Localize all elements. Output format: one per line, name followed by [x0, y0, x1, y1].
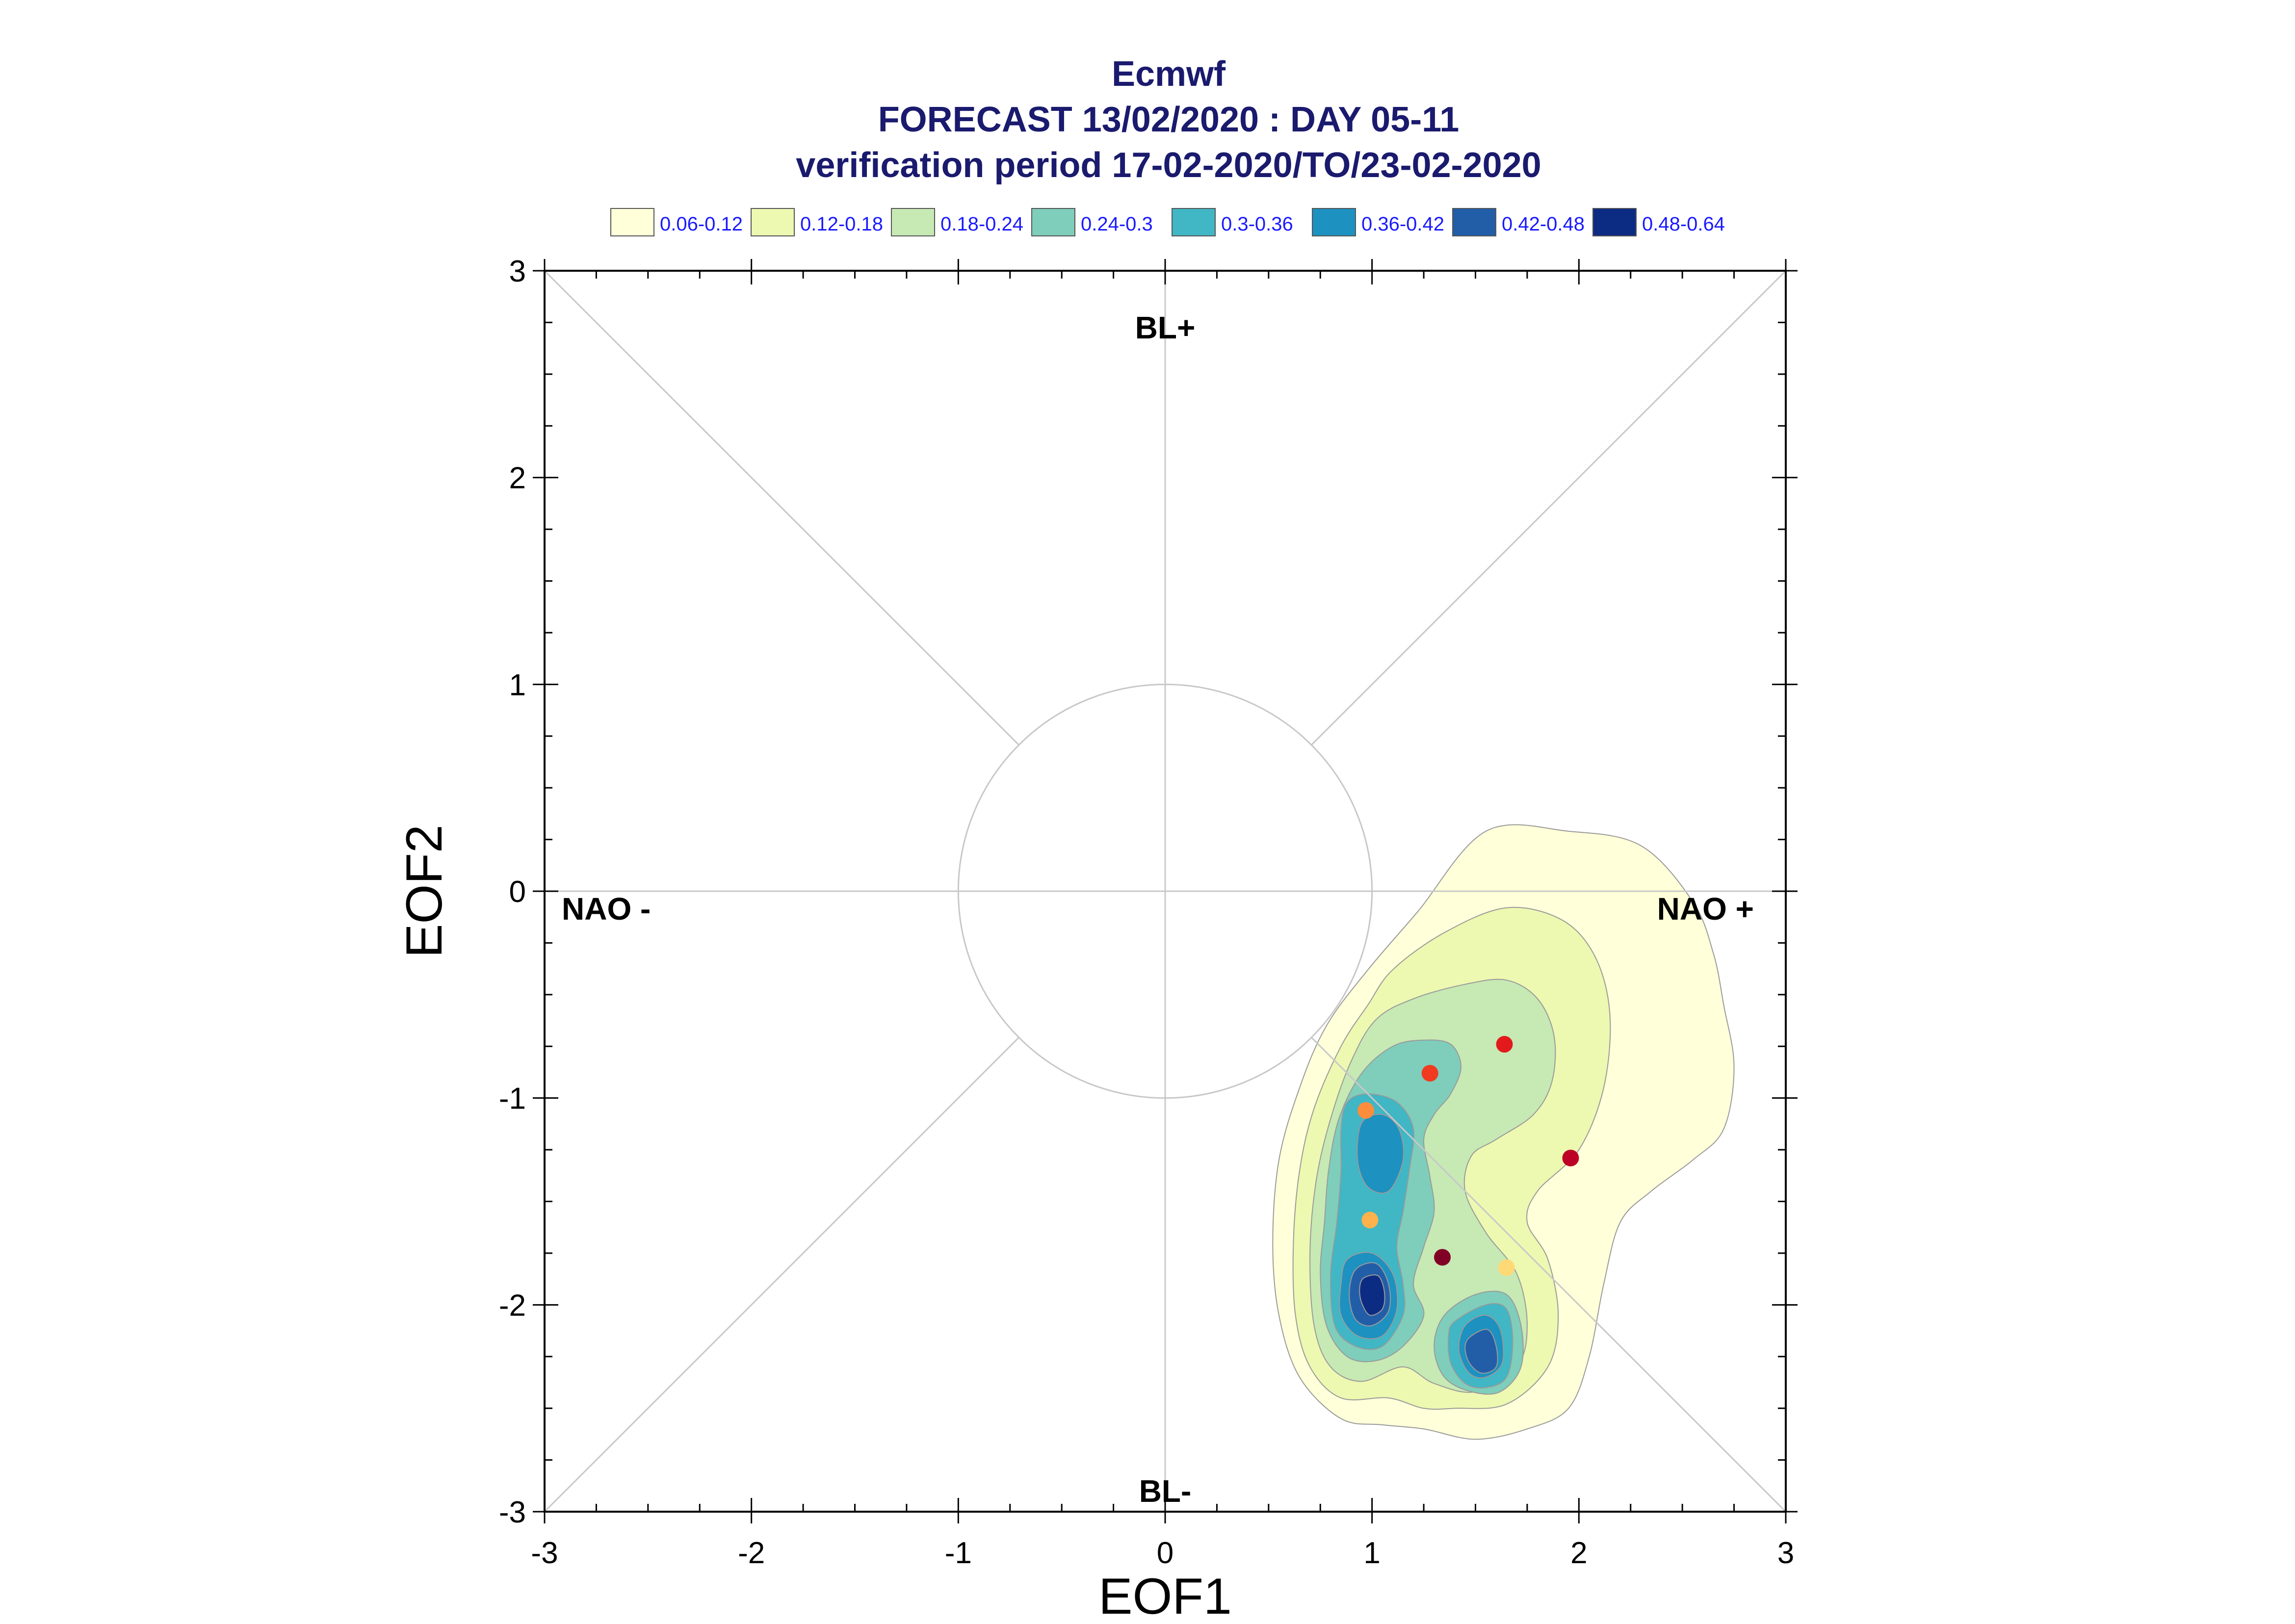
chart-title-forecast: FORECAST 13/02/2020 : DAY 05-11	[878, 100, 1460, 139]
legend-label-3: 0.18-0.24	[940, 213, 1023, 235]
y-tick-label-0: 0	[509, 875, 526, 909]
x-axis-label: EOF1	[1098, 1568, 1232, 1624]
member-point-6	[1434, 1249, 1451, 1266]
legend-label-4: 0.24-0.3	[1081, 213, 1153, 235]
y-tick-label-3: 3	[509, 255, 526, 288]
legend-label-6: 0.36-0.42	[1361, 213, 1444, 235]
y-tick-label--3: -3	[499, 1495, 526, 1529]
member-point-7	[1498, 1259, 1515, 1276]
legend-swatch-8	[1592, 208, 1637, 236]
member-point-4	[1562, 1149, 1579, 1166]
x-tick-label-0: 0	[1157, 1536, 1174, 1570]
x-tick-label--3: -3	[531, 1536, 558, 1570]
y-tick-label-2: 2	[509, 462, 526, 495]
legend-swatch-4	[1031, 208, 1075, 236]
legend-label-8: 0.48-0.64	[1642, 213, 1725, 235]
regime-label-nao-plus: NAO +	[1657, 891, 1754, 927]
density-contour-7-0	[1359, 1274, 1385, 1316]
plot-area: -3 -2 -1 0 1 2 3 -3 -2 -1 0 1 2 3	[499, 255, 1798, 1570]
x-tick-label-3: 3	[1777, 1536, 1794, 1570]
legend-label-5: 0.3-0.36	[1221, 213, 1293, 235]
density-contour-5-0	[1356, 1113, 1405, 1194]
y-tick-label--1: -1	[499, 1082, 526, 1116]
member-point-5	[1361, 1212, 1379, 1229]
chart-title-source: Ecmwf	[1112, 54, 1226, 94]
member-point-1	[1496, 1036, 1513, 1053]
legend-swatch-6	[1312, 208, 1356, 236]
regime-label-nao-minus: NAO -	[562, 891, 651, 927]
x-tick-label--1: -1	[945, 1536, 972, 1570]
density-contours	[1272, 824, 1735, 1440]
y-tick-label-1: 1	[509, 668, 526, 702]
legend-swatch-3	[891, 208, 935, 236]
x-tick-label--2: -2	[738, 1536, 765, 1570]
regime-label-bl-plus: BL+	[1135, 310, 1196, 345]
regime-guide-lines	[544, 270, 1787, 1513]
legend-label-1: 0.06-0.12	[660, 213, 743, 235]
y-axis-label: EOF2	[396, 825, 453, 958]
diagonal-line-2	[544, 1037, 1019, 1513]
unit-circle	[957, 683, 1373, 1099]
x-tick-label-2: 2	[1570, 1536, 1587, 1570]
density-contour-6-1	[1464, 1329, 1498, 1374]
member-point-2	[1421, 1065, 1438, 1082]
legend-swatch-7	[1452, 208, 1496, 236]
legend-swatch-5	[1172, 208, 1216, 236]
member-point-3	[1357, 1102, 1375, 1119]
member-points	[1357, 1036, 1579, 1276]
legend-label-2: 0.12-0.18	[800, 213, 883, 235]
legend-swatch-1	[610, 208, 654, 236]
density-legend: 0.06-0.12 0.12-0.18 0.18-0.24 0.24-0.3 0.3-0…	[610, 208, 1725, 236]
axis-ticks: -3 -2 -1 0 1 2 3 -3 -2 -1 0 1 2 3	[499, 255, 1798, 1570]
legend-label-7: 0.42-0.48	[1502, 213, 1585, 235]
y-tick-label--2: -2	[499, 1289, 526, 1322]
chart-title-verification: verification period 17-02-2020/TO/23-02-…	[796, 146, 1541, 185]
regime-label-bl-minus: BL-	[1139, 1473, 1192, 1509]
diagonal-line-0	[544, 270, 1019, 746]
diagonal-line-3	[1311, 1037, 1787, 1513]
x-tick-label-1: 1	[1363, 1536, 1380, 1570]
diagonal-line-1	[1311, 270, 1787, 746]
legend-swatch-2	[751, 208, 795, 236]
